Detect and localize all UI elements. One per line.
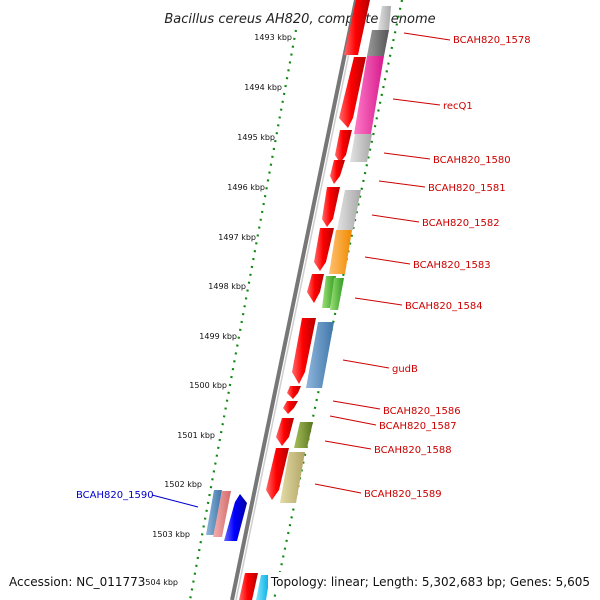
gene-label[interactable]: BCAH820_1587 bbox=[379, 421, 457, 432]
gene-arrow[interactable] bbox=[339, 57, 366, 128]
scale-label: 1497 kbp bbox=[218, 233, 256, 242]
scale-label: 1493 kbp bbox=[254, 33, 292, 42]
gene-arrow[interactable] bbox=[276, 418, 294, 446]
feature-block[interactable] bbox=[206, 490, 222, 535]
scale-label: 1494 kbp bbox=[244, 83, 282, 92]
gene-label[interactable]: BCAH820_1586 bbox=[383, 406, 461, 417]
gene-label[interactable]: BCAH820_1582 bbox=[422, 218, 500, 229]
gene-arrow[interactable] bbox=[287, 386, 301, 399]
gene-label[interactable]: BCAH820_1581 bbox=[428, 183, 506, 194]
scale-label: 1503 kbp bbox=[152, 530, 190, 539]
scale-label: 1499 kbp bbox=[199, 332, 237, 341]
feature-block[interactable] bbox=[350, 134, 372, 162]
gene-label[interactable]: BCAH820_1590 bbox=[76, 490, 154, 501]
scale-labels: 1493 kbp 1494 kbp 1495 kbp 1496 kbp 1497… bbox=[140, 33, 292, 587]
gene-label[interactable]: BCAH820_1589 bbox=[364, 489, 442, 500]
gene-label[interactable]: BCAH820_1588 bbox=[374, 445, 452, 456]
gene-arrow[interactable] bbox=[314, 228, 334, 271]
feature-block[interactable] bbox=[322, 276, 336, 308]
gene-labels: BCAH820_1578 recQ1 BCAH820_1580 BCAH820_… bbox=[76, 35, 531, 501]
accession-text: Accession: NC_011773 bbox=[9, 575, 145, 589]
gene-arrow[interactable] bbox=[266, 448, 289, 500]
gene-arrows-reverse bbox=[206, 490, 247, 541]
gene-arrow[interactable] bbox=[307, 274, 324, 303]
gene-arrow[interactable] bbox=[283, 401, 298, 414]
feature-block[interactable] bbox=[367, 30, 389, 56]
genome-backbone bbox=[230, 0, 358, 600]
gene-arrow[interactable] bbox=[224, 494, 247, 541]
gene-label[interactable]: recQ1 bbox=[443, 101, 473, 112]
gene-arrow[interactable] bbox=[335, 130, 352, 163]
topology-backdrop bbox=[268, 572, 594, 592]
scale-label: 1495 kbp bbox=[237, 133, 275, 142]
scale-label: 1504 kbp bbox=[140, 578, 178, 587]
scale-label: 1501 kbp bbox=[177, 431, 215, 440]
feature-block[interactable] bbox=[306, 322, 334, 388]
gene-label[interactable]: BCAH820_1583 bbox=[413, 260, 491, 271]
accession-backdrop bbox=[6, 572, 146, 592]
scale-dotted-line bbox=[188, 29, 298, 600]
gene-arrow[interactable] bbox=[322, 187, 340, 227]
feature-block[interactable] bbox=[354, 56, 384, 134]
gene-label[interactable]: BCAH820_1580 bbox=[433, 155, 511, 166]
scale-label: 1500 kbp bbox=[189, 381, 227, 390]
gene-label[interactable]: BCAH820_1578 bbox=[453, 35, 531, 46]
page-title: Bacillus cereus AH820, complete genome bbox=[164, 12, 435, 27]
feature-block[interactable] bbox=[330, 278, 344, 310]
feature-block[interactable] bbox=[256, 575, 270, 600]
feature-block[interactable] bbox=[329, 230, 352, 274]
gene-arrow[interactable] bbox=[292, 318, 316, 384]
feature-block[interactable] bbox=[294, 422, 313, 448]
gene-arrow[interactable] bbox=[239, 573, 258, 600]
feature-block[interactable] bbox=[213, 491, 231, 537]
gene-arrow[interactable] bbox=[344, 0, 370, 55]
scale-label: 1496 kbp bbox=[227, 183, 265, 192]
scale-label: 1498 kbp bbox=[208, 282, 246, 291]
feature-block[interactable] bbox=[280, 452, 305, 503]
feature-block[interactable] bbox=[378, 6, 391, 30]
genome-backbone-highlight bbox=[235, 0, 361, 600]
gene-arrow[interactable] bbox=[330, 160, 345, 184]
gene-label[interactable]: BCAH820_1584 bbox=[405, 301, 483, 312]
feature-blocks bbox=[256, 6, 391, 600]
gene-arrows-forward bbox=[239, 0, 370, 600]
scale-label: 1502 kbp bbox=[164, 480, 202, 489]
feature-block[interactable] bbox=[337, 190, 361, 230]
topology-text: Topology: linear; Length: 5,302,683 bp; … bbox=[270, 575, 590, 589]
label-leaders bbox=[151, 32, 451, 508]
gene-label[interactable]: gudB bbox=[392, 364, 418, 375]
